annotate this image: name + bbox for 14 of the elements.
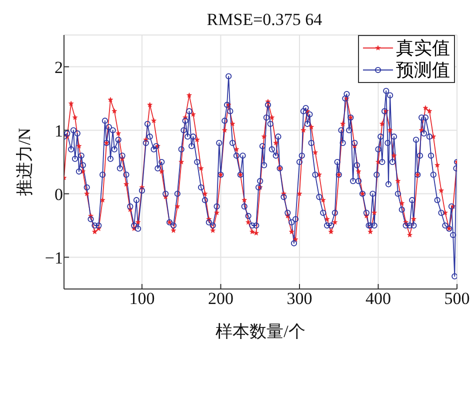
x-tick-label: 300 <box>286 289 312 308</box>
x-tick-label: 400 <box>365 289 391 308</box>
y-tick-label: 2 <box>54 58 63 77</box>
y-tick-label: 0 <box>54 184 63 204</box>
y-tick-label: −1 <box>44 248 63 268</box>
x-axis-title: 样本数量/个 <box>216 322 306 341</box>
y-tick-label: 1 <box>54 121 63 140</box>
y-axis-title: 推进力/N <box>15 128 34 196</box>
legend-label: 预测值 <box>396 59 450 81</box>
legend-label: 真实值 <box>396 37 450 59</box>
x-tick-label: 200 <box>208 289 234 308</box>
x-tick-label: 500 <box>444 289 470 308</box>
chart-title: RMSE=0.375 64 <box>206 10 324 30</box>
x-tick-label: 100 <box>129 289 155 308</box>
